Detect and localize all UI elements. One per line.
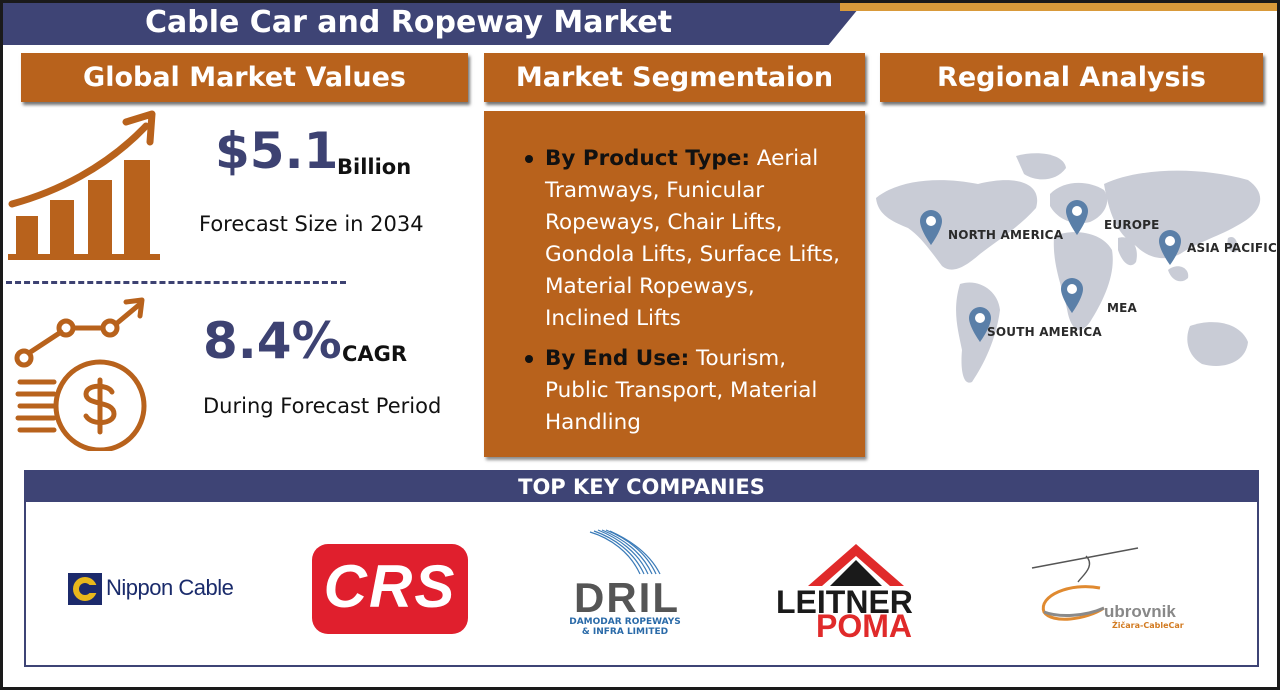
location-pin-icon — [1061, 278, 1083, 313]
leitner-name: LEITNER — [776, 584, 913, 620]
crs-logo: CRS — [312, 544, 468, 634]
dubrovnik-logo: ubrovnik Žičara-CableCar — [1030, 546, 1190, 636]
section-header-segmentation: Market Segmentaion — [484, 53, 865, 102]
crs-name: CRS — [323, 553, 457, 620]
segmentation-list: By Product Type: Aerial Tramways, Funicu… — [525, 143, 845, 447]
forecast-unit: Billion — [337, 155, 412, 179]
region-label-north-america: NORTH AMERICA — [948, 228, 1064, 242]
dril-subtitle-2: & INFRA LIMITED — [581, 627, 669, 637]
dril-name: DRIL — [574, 574, 680, 621]
location-pin-icon — [969, 307, 991, 342]
location-pin-icon — [1159, 230, 1181, 265]
segmentation-item-end-use: By End Use: Tourism, Public Transport, M… — [525, 343, 845, 439]
segment-text: Tourism, Public Transport, Material Hand… — [545, 346, 818, 435]
divider — [6, 281, 346, 284]
segment-label: By Product Type: — [545, 146, 750, 171]
growth-chart-icon — [8, 110, 160, 260]
cagr-unit: CAGR — [342, 342, 408, 366]
cable-car-icon — [1031, 547, 1139, 621]
section-header-global: Global Market Values — [21, 53, 468, 102]
roof-icon — [808, 544, 904, 586]
forecast-value: $5.1 — [215, 122, 339, 180]
poma-name: POMA — [816, 608, 912, 644]
title-accent-bar — [840, 3, 1277, 11]
nippon-cable-name: Nippon Cable — [106, 575, 234, 600]
region-label-south-america: SOUTH AMERICA — [987, 325, 1102, 339]
segmentation-item-product-type: By Product Type: Aerial Tramways, Funicu… — [525, 143, 845, 335]
dubrovnik-name: ubrovnik — [1104, 602, 1176, 621]
dril-subtitle-1: DAMODAR ROPEWAYS — [569, 617, 681, 627]
companies-header: TOP KEY COMPANIES — [24, 470, 1259, 502]
dubrovnik-subtitle: Žičara-CableCar — [1112, 621, 1184, 630]
coins-dollar-icon — [14, 297, 147, 451]
nippon-cable-logo: Nippon Cable — [68, 572, 268, 608]
region-label-mea: MEA — [1107, 301, 1138, 315]
page-title: Cable Car and Ropeway Market — [145, 5, 673, 40]
location-pin-icon — [920, 210, 942, 245]
location-pin-icon — [1066, 200, 1088, 235]
region-label-asia-pacific: ASIA PACIFIC — [1187, 241, 1277, 255]
section-header-regional: Regional Analysis — [880, 53, 1263, 102]
cagr-description: During Forecast Period — [203, 394, 442, 418]
region-label-europe: EUROPE — [1104, 218, 1160, 232]
leitner-poma-logo: LEITNER POMA — [776, 542, 938, 644]
segmentation-panel — [484, 111, 865, 457]
forecast-description: Forecast Size in 2034 — [199, 212, 424, 236]
cagr-value: 8.4% — [203, 312, 342, 370]
title-banner — [3, 3, 863, 45]
segment-text: Aerial Tramways, Funicular Ropeways, Cha… — [545, 146, 841, 331]
segment-label: By End Use: — [545, 346, 690, 371]
nippon-logo-mark — [68, 573, 102, 605]
dril-logo: DRIL DAMODAR ROPEWAYS & INFRA LIMITED — [560, 528, 690, 638]
dril-swoosh-icon — [589, 529, 661, 575]
